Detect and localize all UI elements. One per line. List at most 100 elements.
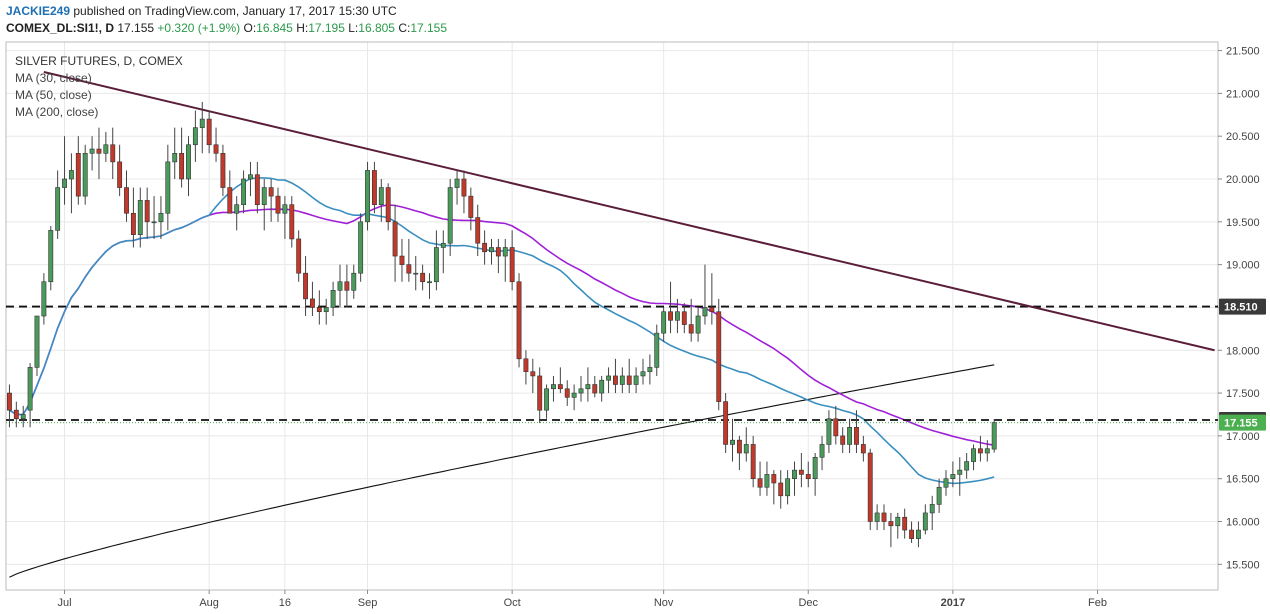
candle-up: [20, 414, 26, 420]
candle-down: [557, 384, 563, 390]
candle-down: [716, 311, 722, 402]
candle-down: [626, 375, 632, 385]
candle-down: [530, 371, 536, 377]
low-value: 16.805: [358, 21, 395, 35]
candle-down: [854, 427, 859, 445]
author-link[interactable]: JACKIE249: [6, 4, 71, 18]
candle-down: [420, 272, 426, 283]
y-tick-label: 17.000: [1226, 431, 1260, 443]
header-line-2: COMEX_DL:SI1!, D 17.155 +0.320 (+1.9%) O…: [6, 21, 447, 35]
candle-up: [447, 187, 453, 244]
candle-down: [523, 358, 529, 372]
low-label: L:: [348, 21, 359, 35]
legend-ma50[interactable]: MA (50, close): [15, 88, 92, 102]
candle-up: [62, 178, 67, 188]
candle-up: [378, 187, 384, 205]
candle-up: [351, 272, 357, 291]
legend-ma30[interactable]: MA (30, close): [15, 71, 92, 85]
high-label: H:: [296, 21, 309, 35]
trendline[interactable]: [43, 70, 1215, 352]
candle-up: [812, 456, 818, 479]
price-axis[interactable]: 21.500 21.000 20.500 20.000 19.500 19.000 18.5…: [1218, 46, 1260, 572]
candle-down: [385, 187, 391, 223]
candle-up: [619, 375, 625, 385]
candle-down: [7, 392, 12, 411]
candle-up: [489, 247, 494, 253]
candle-up: [151, 221, 157, 224]
y-tick-label: 21.500: [1226, 46, 1260, 58]
candle-up: [323, 307, 329, 313]
candle-down: [310, 298, 315, 308]
x-tick-label: Feb: [1088, 597, 1107, 609]
horizontal-levels[interactable]: [6, 305, 1218, 424]
candle-up: [695, 315, 701, 334]
legend-ma200[interactable]: MA (200, close): [15, 105, 99, 119]
candle-down: [736, 439, 742, 454]
chart-frame: [5, 41, 1219, 591]
candle-up: [413, 272, 419, 275]
x-tick-label: 2017: [941, 597, 965, 609]
candle-down: [96, 148, 102, 154]
candle-up: [248, 174, 253, 180]
close-value: 17.155: [410, 21, 448, 35]
candle-down: [750, 444, 756, 479]
time-axis[interactable]: Jul Aug 16 Sep Oct Nov Dec 2017 Feb: [58, 590, 1107, 609]
candle-down: [564, 388, 570, 398]
candle-down: [124, 187, 129, 214]
candle-up: [957, 469, 963, 475]
candle-up: [647, 367, 653, 372]
candle-up: [819, 444, 825, 458]
candle-down: [110, 144, 116, 163]
candle-up: [137, 200, 143, 235]
candle-up: [971, 448, 976, 462]
candle-down: [13, 409, 19, 420]
candle-down: [75, 153, 81, 197]
y-tick-label: 16.500: [1226, 474, 1260, 486]
candles: [7, 101, 997, 548]
candle-down: [688, 324, 694, 334]
candle-up: [785, 478, 791, 497]
candle-down: [509, 247, 515, 283]
ma200-line: [9, 364, 995, 578]
y-tick-label: 21.000: [1226, 88, 1260, 100]
candle-down: [778, 482, 784, 497]
candle-up: [199, 118, 205, 128]
y-tick-label: 20.000: [1226, 174, 1260, 186]
candle-up: [984, 448, 990, 454]
candle-up: [365, 170, 370, 223]
ma30-path: [8, 177, 995, 485]
candle-up: [55, 187, 61, 231]
candle-down: [220, 153, 226, 188]
candle-up: [282, 204, 288, 214]
candle-up: [234, 204, 240, 214]
candle-up: [826, 418, 832, 445]
ma200-path: [9, 364, 995, 578]
candle-up: [633, 375, 639, 385]
axis-tag-label: 18.510: [1224, 302, 1258, 314]
candle-down: [316, 307, 322, 313]
candle-up: [964, 461, 970, 471]
x-tick-label: Sep: [358, 597, 378, 609]
candle-down: [468, 195, 474, 218]
candle-up: [551, 384, 556, 390]
candle-up: [68, 170, 74, 180]
candle-up: [358, 221, 364, 274]
candle-up: [730, 439, 735, 445]
candle-up: [585, 384, 591, 390]
candle-up: [165, 161, 171, 214]
candle-down: [902, 516, 908, 531]
candle-down: [179, 153, 185, 180]
candle-down: [254, 174, 260, 205]
candle-up: [640, 371, 646, 377]
x-tick-label: Dec: [798, 597, 818, 609]
candle-down: [144, 200, 150, 223]
trendline-line[interactable]: [43, 70, 1215, 352]
candle-up: [158, 212, 164, 223]
candle-up: [433, 247, 439, 283]
candle-up: [895, 516, 901, 527]
candle-down: [392, 221, 398, 257]
y-tick-label: 18.000: [1226, 345, 1260, 357]
candle-up: [606, 375, 611, 381]
